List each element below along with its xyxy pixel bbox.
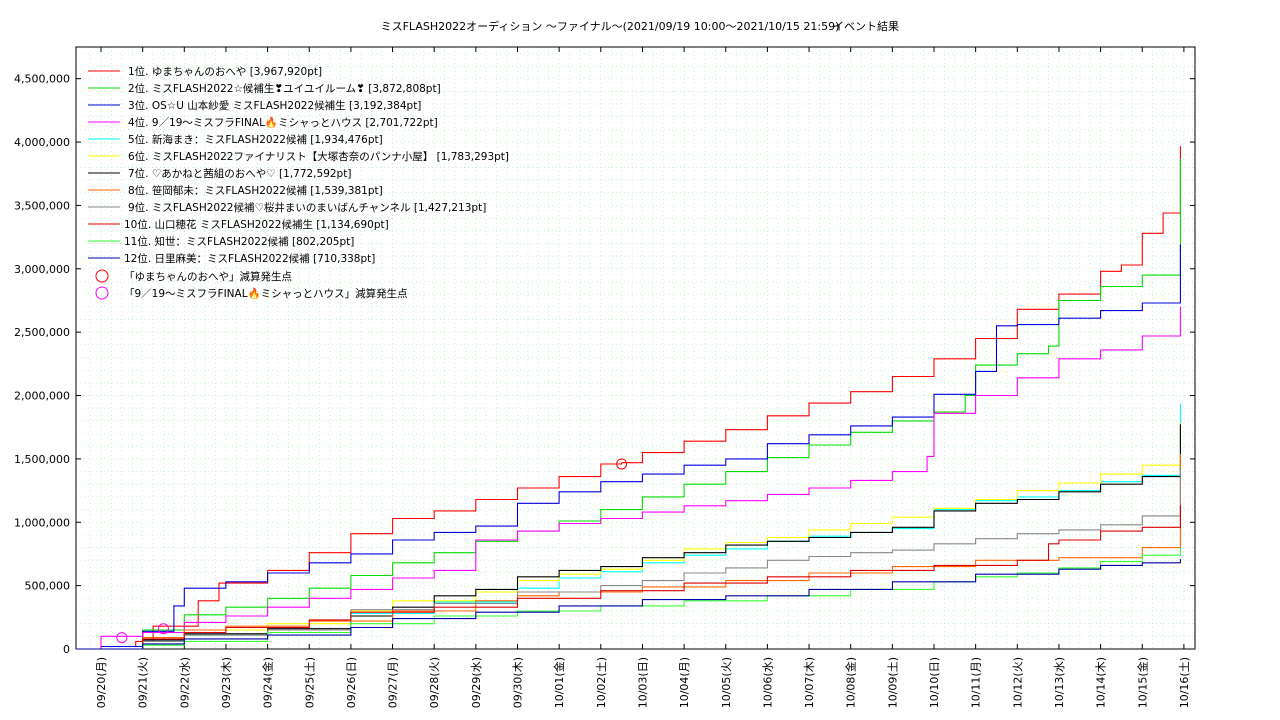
chart-title: ミスFLASH2022オーディション ～ファイナル～(2021/09/19 10… [381,19,840,33]
series-line-9 [76,468,1181,650]
legend-label: 12位. 日里麻美：ミスFLASH2022候補 [710,338pt] [124,252,375,265]
y-tick-label: 4,000,000 [14,136,70,149]
x-tick-label: 10/09(土) [886,657,899,708]
x-tick-label: 10/04(月) [678,657,691,708]
y-tick-label: 3,000,000 [14,263,70,276]
x-tick-label: 10/12(火) [1011,657,1024,708]
x-tick-label: 09/21(火) [137,657,150,708]
marker-point-1 [616,458,628,470]
legend-label: 「ゆまちゃんのおへや」減算発生点 [124,270,292,283]
series-line-6 [76,423,1181,650]
series-line-7 [76,424,1181,650]
series-line-1 [76,146,1181,650]
series-line-3 [76,244,1181,650]
legend-label: 6位. ミスFLASH2022ファイナリスト【大塚杏奈のパンナ小屋】 [1,78… [128,150,509,163]
legend-label: 7位. ♡あかねと茜組のおへや♡ [1,772,592pt] [128,167,351,180]
chart-subtitle: イベント結果 [833,19,899,33]
series-line-4 [76,306,1181,650]
legend-marker [95,269,109,283]
x-tick-label: 09/29(水) [470,657,483,708]
x-tick-label: 10/10(日) [928,657,941,708]
series-lines [76,146,1181,650]
series-line-10 [76,505,1181,650]
legend-label: 9位. ミスFLASH2022候補♡桜井まいのまいばんチャンネル [1,427,… [128,201,486,214]
x-tick-label: 10/08(金) [844,657,858,708]
legend-label: 11位. 知世：ミスFLASH2022候補 [802,205pt] [124,235,354,248]
y-tick-label: 3,500,000 [14,199,70,212]
y-tick-label: 500,000 [25,580,71,593]
legend-label: 3位. OS☆U 山本紗愛 ミスFLASH2022候補生 [3,192,384p… [128,99,421,112]
x-tick-label: 09/23(木) [220,657,233,708]
series-line-2 [76,158,1181,650]
x-tick-label: 09/25(土) [303,657,316,708]
x-tick-label: 10/06(水) [761,657,774,708]
x-tick-label: 10/02(土) [595,657,608,708]
series-line-5 [76,403,1181,650]
legend-label: 2位. ミスFLASH2022☆候補生❣ユイユイルーム❣ [3,872,808p… [128,82,441,95]
x-tick-label: 09/24(金) [261,657,275,708]
legend-marker [95,286,109,300]
x-tick-label: 09/27(月) [387,657,400,708]
marker-point-2 [116,632,128,644]
x-tick-label: 09/20(月) [95,657,108,708]
x-tick-label: 09/22(水) [178,657,191,708]
marker-point-2 [157,623,169,635]
x-tick-label: 09/26(日) [345,657,358,708]
plot-frame [75,46,1196,650]
x-tick-label: 10/05(火) [720,657,733,708]
series-line-12 [76,559,1181,650]
y-tick-label: 2,500,000 [14,326,70,339]
y-tick-label: 1,000,000 [14,516,70,529]
x-tick-label: 09/30(木) [512,657,525,708]
x-tick-label: 10/01(金) [552,657,566,708]
legend: 1位. ゆまちゃんのおへや [3,967,920pt] 2位. ミスFLASH20… [88,65,509,300]
legend-label: 1位. ゆまちゃんのおへや [3,967,920pt] [128,65,322,78]
x-tick-label: 09/28(火) [428,657,441,708]
x-tick-label: 10/07(木) [803,657,816,708]
x-tick-label: 10/15(金) [1135,657,1149,708]
legend-label: 10位. 山口穂花 ミスFLASH2022候補生 [1,134,690pt] [124,218,389,231]
y-tick-label: 1,500,000 [14,453,70,466]
y-tick-label: 2,000,000 [14,390,70,403]
series-line-8 [76,453,1181,650]
legend-label: 5位. 新海まき：ミスFLASH2022候補 [1,934,476pt] [128,133,383,146]
x-tick-label: 10/16(土) [1178,657,1191,708]
legend-label: 「9／19～ミスフラFINAL🔥ミシャっとハウス」減算発生点 [124,287,408,300]
marker-points [116,458,628,644]
x-tick-label: 10/14(木) [1095,657,1108,708]
x-tick-label: 10/11(月) [970,657,983,708]
x-tick-label: 10/03(日) [636,657,649,708]
legend-label: 8位. 笹岡郁未：ミスFLASH2022候補 [1,539,381pt] [128,184,383,197]
axis-ticks: 0 500,000 1,000,000 1,500,000 2,000,000 2,500… [14,47,1195,708]
x-tick-label: 10/13(水) [1053,657,1066,708]
legend-label: 4位. 9／19～ミスフラFINAL🔥ミシャっとハウス [2,701,722pt… [128,116,438,129]
y-tick-label: 4,500,000 [14,73,70,86]
y-tick-label: 0 [63,643,70,656]
